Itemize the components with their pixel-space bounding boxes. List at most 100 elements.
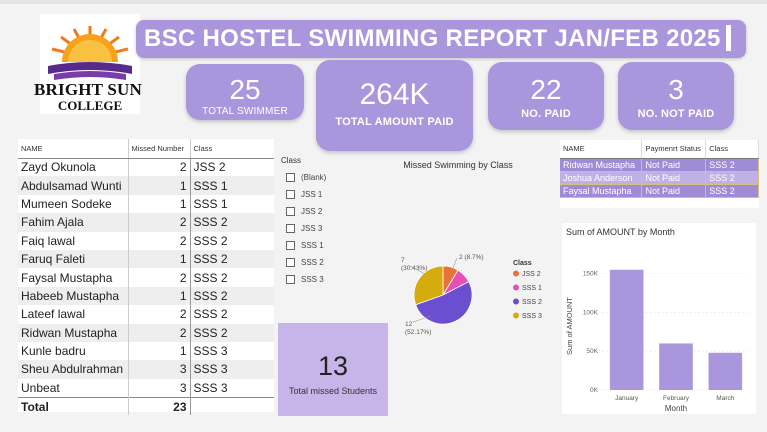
checkbox[interactable] (286, 224, 295, 233)
slicer-option[interactable]: JSS 1 (281, 186, 371, 203)
slicer-option-label: JSS 2 (301, 207, 323, 216)
column-header-payment-status[interactable]: Paymenrt Status (641, 140, 707, 159)
y-axis-label: Sum of AMOUNT (565, 297, 574, 355)
legend-label[interactable]: SSS 2 (522, 299, 542, 306)
table-row[interactable]: Sheu Abdulrahman 3 SSS 3 (18, 360, 274, 379)
slicer-option[interactable]: (Blank) (281, 169, 371, 186)
kpi-total-swimmer: 25 TOTAL SWIMMER (186, 64, 304, 120)
checkbox[interactable] (286, 173, 295, 182)
missed-number-cell: 3 (128, 378, 191, 398)
checkbox[interactable] (286, 207, 295, 216)
table-row[interactable]: Mumeen Sodeke 1 SSS 1 (18, 194, 274, 214)
y-tick-label: 150K (583, 271, 599, 278)
slicer-option-label: SSS 3 (301, 275, 324, 284)
checkbox[interactable] (286, 190, 295, 199)
payment-status-cell: Not Paid (641, 184, 707, 198)
slicer-option[interactable]: SSS 2 (281, 254, 371, 271)
missed-number-cell: 1 (128, 286, 191, 306)
student-name-cell: Fahim Ajala (18, 213, 129, 232)
table-row[interactable]: Ridwan Mustapha 2 SSS 2 (18, 323, 274, 342)
bar-march[interactable] (708, 352, 743, 390)
class-cell: SSS 3 (189, 341, 274, 361)
y-tick-label: 0K (590, 387, 599, 394)
legend-label[interactable]: JSS 2 (522, 271, 541, 278)
slicer-option[interactable]: JSS 2 (281, 203, 371, 220)
column-header-name[interactable]: NAME (18, 139, 128, 159)
payment-status-cell: Not Paid (641, 171, 707, 185)
missed-number-cell: 1 (128, 176, 191, 195)
slicer-option-label: SSS 2 (301, 258, 324, 267)
table-row[interactable]: Habeeb Mustapha 1 SSS 2 (18, 286, 274, 306)
payment-status-table[interactable]: NAME Paymenrt Status Class Ridwan Mustap… (560, 140, 759, 208)
class-slicer: Class (Blank) JSS 1 JSS 2 JSS 3 SSS 1 SSS 2 SS… (281, 156, 371, 296)
kpi-no-paid-value: 22 (530, 74, 562, 105)
table-row[interactable]: Abdulsamad Wunti 1 SSS 1 (18, 176, 274, 195)
total-label: Total (18, 396, 129, 416)
missed-number-cell: 2 (128, 323, 191, 342)
pie-slice-sss-3[interactable] (413, 265, 444, 306)
class-cell: SSS 2 (705, 184, 759, 198)
student-name-cell: Sheu Abdulrahman (18, 360, 129, 379)
missed-number-cell: 1 (128, 194, 191, 214)
missed-students-value: 13 (317, 351, 349, 381)
legend-marker (513, 270, 519, 277)
pie-slice-sss-2[interactable] (415, 281, 473, 325)
table-row[interactable]: Kunle badru 1 SSS 3 (18, 341, 274, 361)
table-row[interactable]: Unbeat 3 SSS 3 (18, 378, 274, 398)
legend-label[interactable]: SSS 1 (522, 285, 542, 292)
table-total-row: Total 23 (18, 396, 274, 416)
slicer-option[interactable]: SSS 3 (281, 271, 371, 288)
missed-number-cell: 2 (128, 231, 191, 250)
student-name-cell: Ridwan Mustapha (560, 158, 643, 172)
column-header-name[interactable]: NAME (560, 140, 643, 159)
table-row[interactable]: Faysal Mustapha Not Paid SSS 2 (560, 184, 759, 198)
table-row[interactable]: Joshua Anderson Not Paid SSS 2 (560, 171, 759, 185)
missed-number-table[interactable]: NAME Missed Number Class Zayd Okunola 2 JS… (18, 139, 274, 416)
checkbox[interactable] (286, 241, 295, 250)
table-row[interactable]: Zayd Okunola 2 JSS 2 (18, 158, 274, 177)
column-header-class[interactable]: Class (705, 140, 759, 159)
table-row[interactable]: Faysal Mustapha 2 SSS 2 (18, 268, 274, 287)
y-tick-label: 50K (586, 348, 598, 355)
missed-by-class-pie-chart[interactable]: 2 (8.7%) 12(52.17%) 7(30.43%) Class JSS 2 SSS… (395, 250, 555, 340)
legend-marker (513, 312, 519, 319)
checkbox[interactable] (286, 275, 295, 284)
class-cell: SSS 2 (705, 158, 759, 172)
student-name-cell: Unbeat (18, 378, 129, 398)
logo-brand-text: BRIGHT SUN (34, 80, 142, 99)
pie-leader-line (409, 265, 426, 275)
student-name-cell: Habeeb Mustapha (18, 286, 129, 306)
student-name-cell: Joshua Anderson (560, 171, 643, 185)
slicer-option[interactable]: JSS 3 (281, 220, 371, 237)
kpi-no-not-paid: 3 NO. NOT PAID (618, 62, 734, 130)
pie-chart-title: Missed Swimming by Class (403, 160, 513, 170)
slicer-option-label: JSS 3 (301, 224, 323, 233)
column-header-missed-number[interactable]: Missed Number (127, 139, 191, 159)
class-cell: SSS 3 (189, 378, 274, 398)
total-value: 23 (128, 396, 191, 416)
bar-february[interactable] (659, 343, 693, 390)
student-name-cell: Mumeen Sodeke (18, 194, 129, 214)
slicer-option[interactable]: SSS 1 (281, 237, 371, 254)
payment-status-cell: Not Paid (641, 158, 707, 172)
amount-by-month-card: Sum of AMOUNT by Month 0K 50K 100K 150K Janu… (562, 223, 756, 414)
column-header-class[interactable]: Class (190, 139, 274, 159)
table-row[interactable]: Lateef lawal 2 SSS 2 (18, 305, 274, 324)
report-title-bar: BSC HOSTEL SWIMMING REPORT JAN/FEB 2025 (136, 20, 746, 58)
table-row[interactable]: Faruq Faleti 1 SSS 2 (18, 249, 274, 269)
pie-data-label: 7(30.43%) (401, 257, 427, 272)
table-row[interactable]: Ridwan Mustapha Not Paid SSS 2 (560, 158, 759, 172)
kpi-total-amount-value: 264K (359, 78, 430, 111)
table-row[interactable]: Faiq lawal 2 SSS 2 (18, 231, 274, 250)
legend-label[interactable]: SSS 3 (522, 313, 542, 320)
pie-leader-line (412, 315, 432, 323)
checkbox[interactable] (286, 258, 295, 267)
bar-chart-title: Sum of AMOUNT by Month (566, 227, 675, 237)
missed-number-cell: 2 (128, 305, 191, 324)
kpi-total-amount-label: TOTAL AMOUNT PAID (335, 116, 454, 128)
bar-january[interactable] (609, 269, 644, 390)
table-row[interactable]: Fahim Ajala 2 SSS 2 (18, 213, 274, 232)
class-cell: SSS 2 (705, 171, 759, 185)
class-cell: SSS 1 (189, 176, 274, 195)
